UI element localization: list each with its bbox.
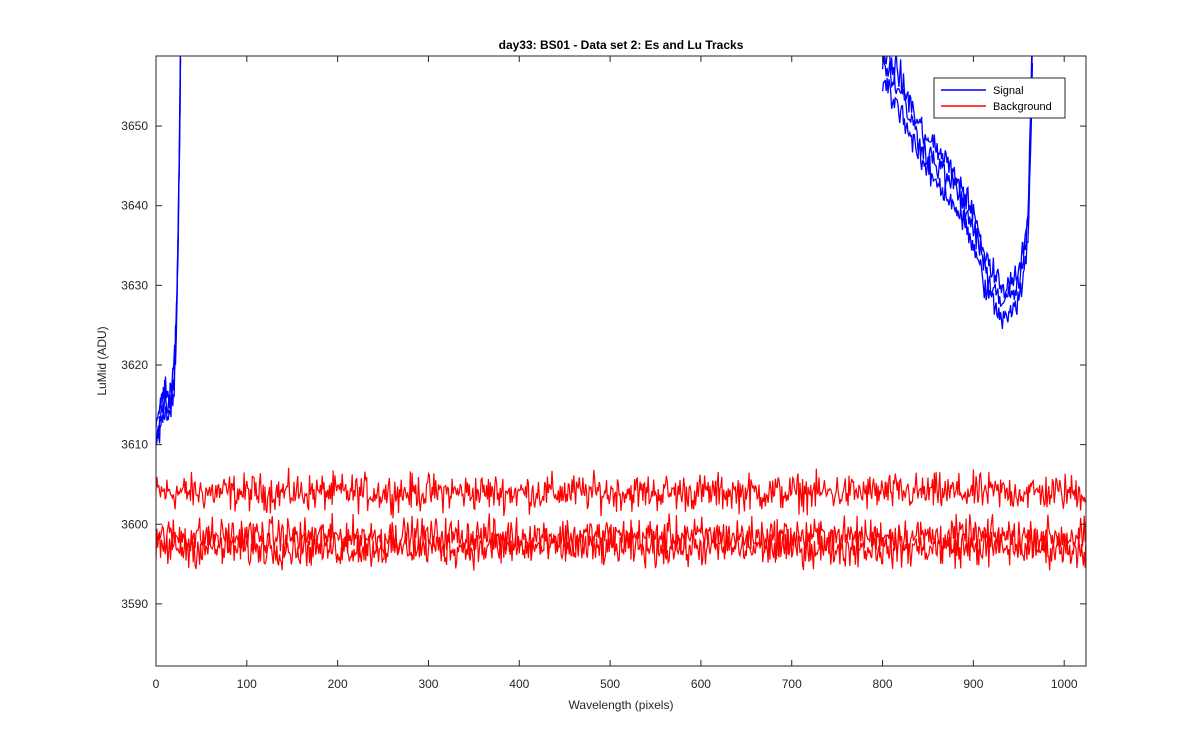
background-trace-3 [156,524,1086,571]
series-layer [156,56,1086,571]
legend[interactable]: Signal Background [933,77,1066,119]
plot-frame [155,55,1087,667]
x-tick-label: 200 [328,677,348,691]
signal-trace-right-3 [884,56,1033,299]
legend-background-label: Background [993,101,1052,113]
signal-trace-right-2 [881,56,1033,308]
x-tick-label: 0 [153,677,160,691]
x-tick-label: 900 [963,677,983,691]
ticks-layer: 0 100 200 300 400 500 600 700 800 900 1000 3590 3600… [121,56,1086,691]
y-tick-label: 3610 [121,438,148,452]
x-tick-label: 800 [873,677,893,691]
x-tick-label: 600 [691,677,711,691]
y-tick-label: 3650 [121,119,148,133]
y-tick-label: 3590 [121,597,148,611]
x-tick-label: 700 [782,677,802,691]
background-trace-2 [156,512,1086,560]
y-tick-label: 3640 [121,199,148,213]
chart-title: day33: BS01 - Data set 2: Es and Lu Trac… [499,38,744,52]
legend-signal-label: Signal [993,85,1024,97]
legend-box [933,77,1066,119]
x-tick-label: 400 [509,677,529,691]
signal-trace-left-3 [156,58,182,446]
plot-area [156,56,1086,666]
background-trace-1 [156,467,1086,519]
y-tick-label: 3630 [121,278,148,292]
x-tick-label: 100 [237,677,257,691]
x-axis-title: Wavelength (pixels) [569,698,674,712]
signal-trace-right-1 [881,63,1034,330]
y-tick-label: 3620 [121,358,148,372]
x-tick-label: 500 [600,677,620,691]
x-tick-label: 300 [418,677,438,691]
y-axis-title: LuMid (ADU) [95,326,109,395]
y-tick-label: 3600 [121,517,148,531]
x-tick-label: 1000 [1051,677,1078,691]
